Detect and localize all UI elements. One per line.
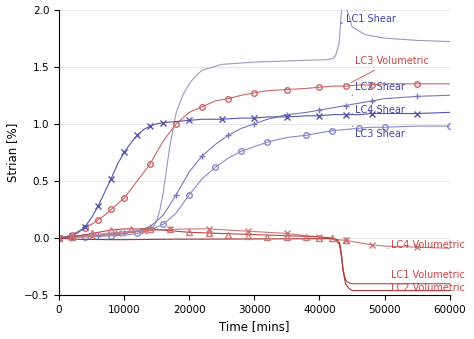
Text: LC3 Shear: LC3 Shear bbox=[352, 126, 405, 139]
Text: LC1 Shear: LC1 Shear bbox=[340, 14, 395, 24]
Text: LC4 Volumetric: LC4 Volumetric bbox=[388, 240, 465, 250]
Text: LC4 Shear: LC4 Shear bbox=[352, 105, 405, 115]
Text: LC3 Volumetric: LC3 Volumetric bbox=[351, 56, 429, 82]
Text: LC2 Shear: LC2 Shear bbox=[352, 82, 405, 95]
Text: LC1 Volumetric: LC1 Volumetric bbox=[391, 270, 465, 283]
X-axis label: Time [mins]: Time [mins] bbox=[219, 320, 290, 334]
Text: LC2 Volumetric: LC2 Volumetric bbox=[391, 283, 465, 293]
Y-axis label: Strian [%]: Strian [%] bbox=[6, 123, 18, 182]
